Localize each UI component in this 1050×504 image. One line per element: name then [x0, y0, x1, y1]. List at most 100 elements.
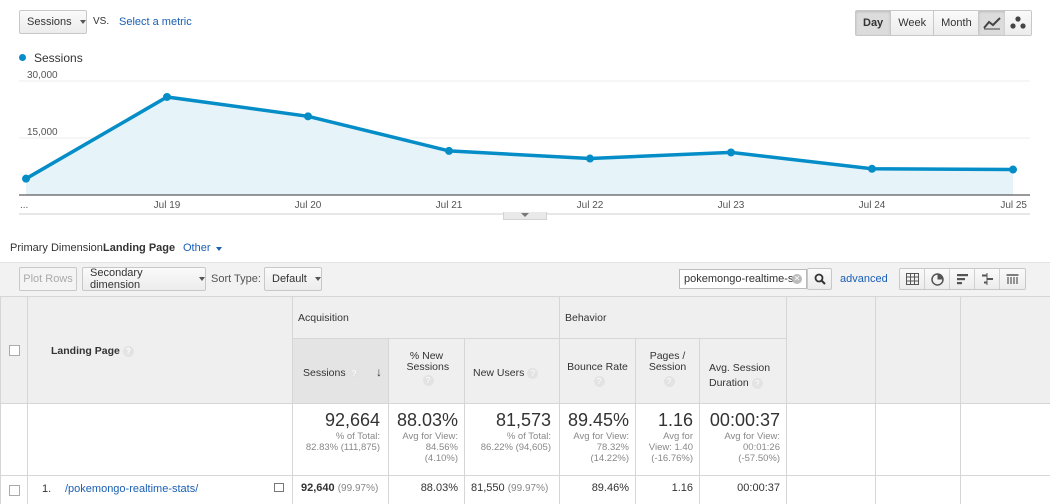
x-tick-label: Jul 20 — [295, 200, 322, 211]
help-icon: ? — [348, 367, 360, 379]
chart-collapse-handle[interactable] — [503, 212, 547, 220]
chart-x-ticks: ... Jul 19 Jul 20 Jul 21 Jul 22 Jul 23 Jul 24 J… — [20, 200, 1027, 211]
total-pages-session: 1.16 — [657, 410, 693, 430]
avg-session-duration-column-label: Avg. Session Duration — [709, 362, 771, 389]
help-icon: ? — [751, 377, 763, 389]
search-icon — [814, 273, 826, 285]
advanced-filter-link[interactable]: advanced — [840, 273, 888, 285]
select-all-cell — [0, 296, 28, 404]
total-bounce-rate-sub: Avg for View: 78.32% (14.22%) — [573, 431, 629, 464]
total-pages-session-sub: Avg for View: 1.40 (-16.76%) — [648, 431, 693, 464]
period-week-button[interactable]: Week — [891, 11, 935, 35]
totals-row: 92,664 % of Total: 82.83% (111,875) 88.0… — [0, 403, 1050, 476]
select-all-checkbox[interactable] — [9, 345, 20, 356]
comparison-view-icon[interactable] — [975, 269, 1000, 289]
pivot-view-icon[interactable] — [1000, 269, 1025, 289]
header-empty-3 — [960, 296, 1050, 404]
metric-select[interactable]: Sessions — [19, 10, 87, 34]
sort-type-value: Default — [272, 273, 307, 285]
select-metric-link[interactable]: Select a metric — [119, 16, 192, 28]
total-avg-session-duration-sub: Avg for View: 00:01:26 (-57.50%) — [724, 431, 780, 464]
row-sessions-cell: 92,640 (99.97%) — [292, 475, 389, 504]
table-row: 1. /pokemongo-realtime-stats/ 92,640 (99… — [0, 475, 1050, 504]
total-sessions-sub: % of Total: 82.83% (111,875) — [305, 431, 380, 453]
pct-new-sessions-column-label: % New Sessions — [406, 350, 450, 373]
chevron-down-icon — [199, 277, 205, 281]
sessions-column-label: Sessions — [303, 367, 346, 379]
chevron-down-icon — [215, 247, 222, 251]
help-icon: ? — [422, 375, 434, 386]
avg-session-duration-column-header[interactable]: Avg. Session Duration? — [699, 338, 787, 404]
data-point — [445, 146, 453, 155]
other-dimension-link[interactable]: Other — [183, 242, 222, 254]
row-sessions-pct: (99.97%) — [337, 483, 379, 494]
data-point — [304, 112, 312, 121]
total-pct-new-sessions-cell: 88.03% Avg for View: 84.56% (4.10%) — [388, 403, 465, 476]
row-check-cell — [0, 475, 28, 504]
data-point — [868, 164, 876, 173]
secondary-dimension-select[interactable]: Secondary dimension — [82, 267, 206, 291]
total-pages-session-cell: 1.16 Avg for View: 1.40 (-16.76%) — [635, 403, 700, 476]
row-empty-1 — [786, 475, 876, 504]
sort-desc-arrow-icon: ↓ — [376, 365, 382, 379]
total-new-users-sub: % of Total: 86.22% (94,605) — [480, 431, 551, 453]
landing-page-header[interactable]: Landing Page? — [27, 296, 293, 404]
legend-label: Sessions — [34, 51, 83, 65]
x-tick-label: Jul 23 — [718, 200, 745, 211]
x-tick-label: Jul 25 — [1000, 200, 1027, 211]
header-empty-1 — [786, 296, 876, 404]
chevron-down-icon — [521, 213, 529, 217]
data-point — [163, 92, 171, 101]
period-month-button[interactable]: Month — [934, 11, 979, 35]
table-view-selector — [899, 268, 1026, 290]
totals-empty-3 — [960, 403, 1050, 476]
vs-label: VS. — [93, 16, 110, 27]
sessions-line — [25, 95, 1014, 181]
line-chart-icon[interactable] — [979, 11, 1005, 35]
row-pct-new-sessions: 88.03% — [388, 475, 465, 504]
legend-dot — [19, 54, 26, 61]
new-users-column-header[interactable]: New Users? — [464, 338, 560, 404]
motion-chart-icon[interactable] — [1005, 11, 1031, 35]
row-landing-page-cell: 1. /pokemongo-realtime-stats/ — [27, 475, 293, 504]
plot-rows-button[interactable]: Plot Rows — [19, 267, 77, 291]
chevron-down-icon — [314, 277, 321, 281]
pct-new-sessions-column-header[interactable]: % New Sessions ? — [388, 338, 465, 404]
pie-view-icon[interactable] — [925, 269, 950, 289]
chart-y-ticks: 30,000 15,000 — [27, 70, 58, 138]
landing-page-header-label: Landing Page — [51, 345, 120, 357]
pages-session-column-label: Pages / Session — [648, 350, 687, 373]
sort-type-select[interactable]: Default — [264, 267, 322, 291]
x-tick-label: Jul 21 — [436, 200, 463, 211]
table-search-input[interactable]: pokemongo-realtime-s — [679, 269, 807, 289]
secondary-dimension-label: Secondary dimension — [90, 267, 143, 291]
sessions-chart: 30,000 15,000 ... Jul 19 Jul 20 Jul 21 Jul 22… — [19, 70, 1030, 215]
total-bounce-rate: 89.45% — [567, 410, 629, 430]
total-new-users: 81,573 — [495, 410, 551, 430]
data-point — [586, 154, 594, 163]
total-sessions: 92,664 — [324, 410, 380, 430]
total-pct-new-sessions-sub: Avg for View: 84.56% (4.10%) — [402, 431, 458, 464]
y-tick-label: 30,000 — [27, 70, 58, 81]
row-landing-page-link[interactable]: /pokemongo-realtime-stats/ — [65, 483, 199, 495]
performance-view-icon[interactable] — [950, 269, 975, 289]
row-index: 1. — [42, 483, 52, 495]
table-view-icon[interactable] — [900, 269, 925, 289]
external-link-icon[interactable] — [274, 483, 284, 492]
clear-search-icon[interactable]: ✕ — [792, 274, 802, 284]
sessions-column-header[interactable]: Sessions? ↓ — [292, 338, 389, 404]
row-avg-session-duration: 00:00:37 — [699, 475, 787, 504]
search-button[interactable] — [807, 268, 832, 290]
row-checkbox[interactable] — [9, 485, 20, 496]
header-empty-2 — [875, 296, 961, 404]
row-new-users-pct: (99.97%) — [507, 483, 549, 494]
data-table: Landing Page? Acquisition Behavior Sessi… — [0, 296, 1050, 504]
total-bounce-rate-cell: 89.45% Avg for View: 78.32% (14.22%) — [559, 403, 636, 476]
plot-rows-label: Plot Rows — [23, 273, 73, 285]
row-sessions: 92,640 — [301, 482, 335, 494]
totals-empty-check — [0, 403, 28, 476]
new-users-column-label: New Users — [473, 367, 525, 379]
period-day-button[interactable]: Day — [856, 11, 892, 35]
pages-session-column-header[interactable]: Pages / Session ? — [635, 338, 700, 404]
bounce-rate-column-header[interactable]: Bounce Rate ? — [559, 338, 636, 404]
